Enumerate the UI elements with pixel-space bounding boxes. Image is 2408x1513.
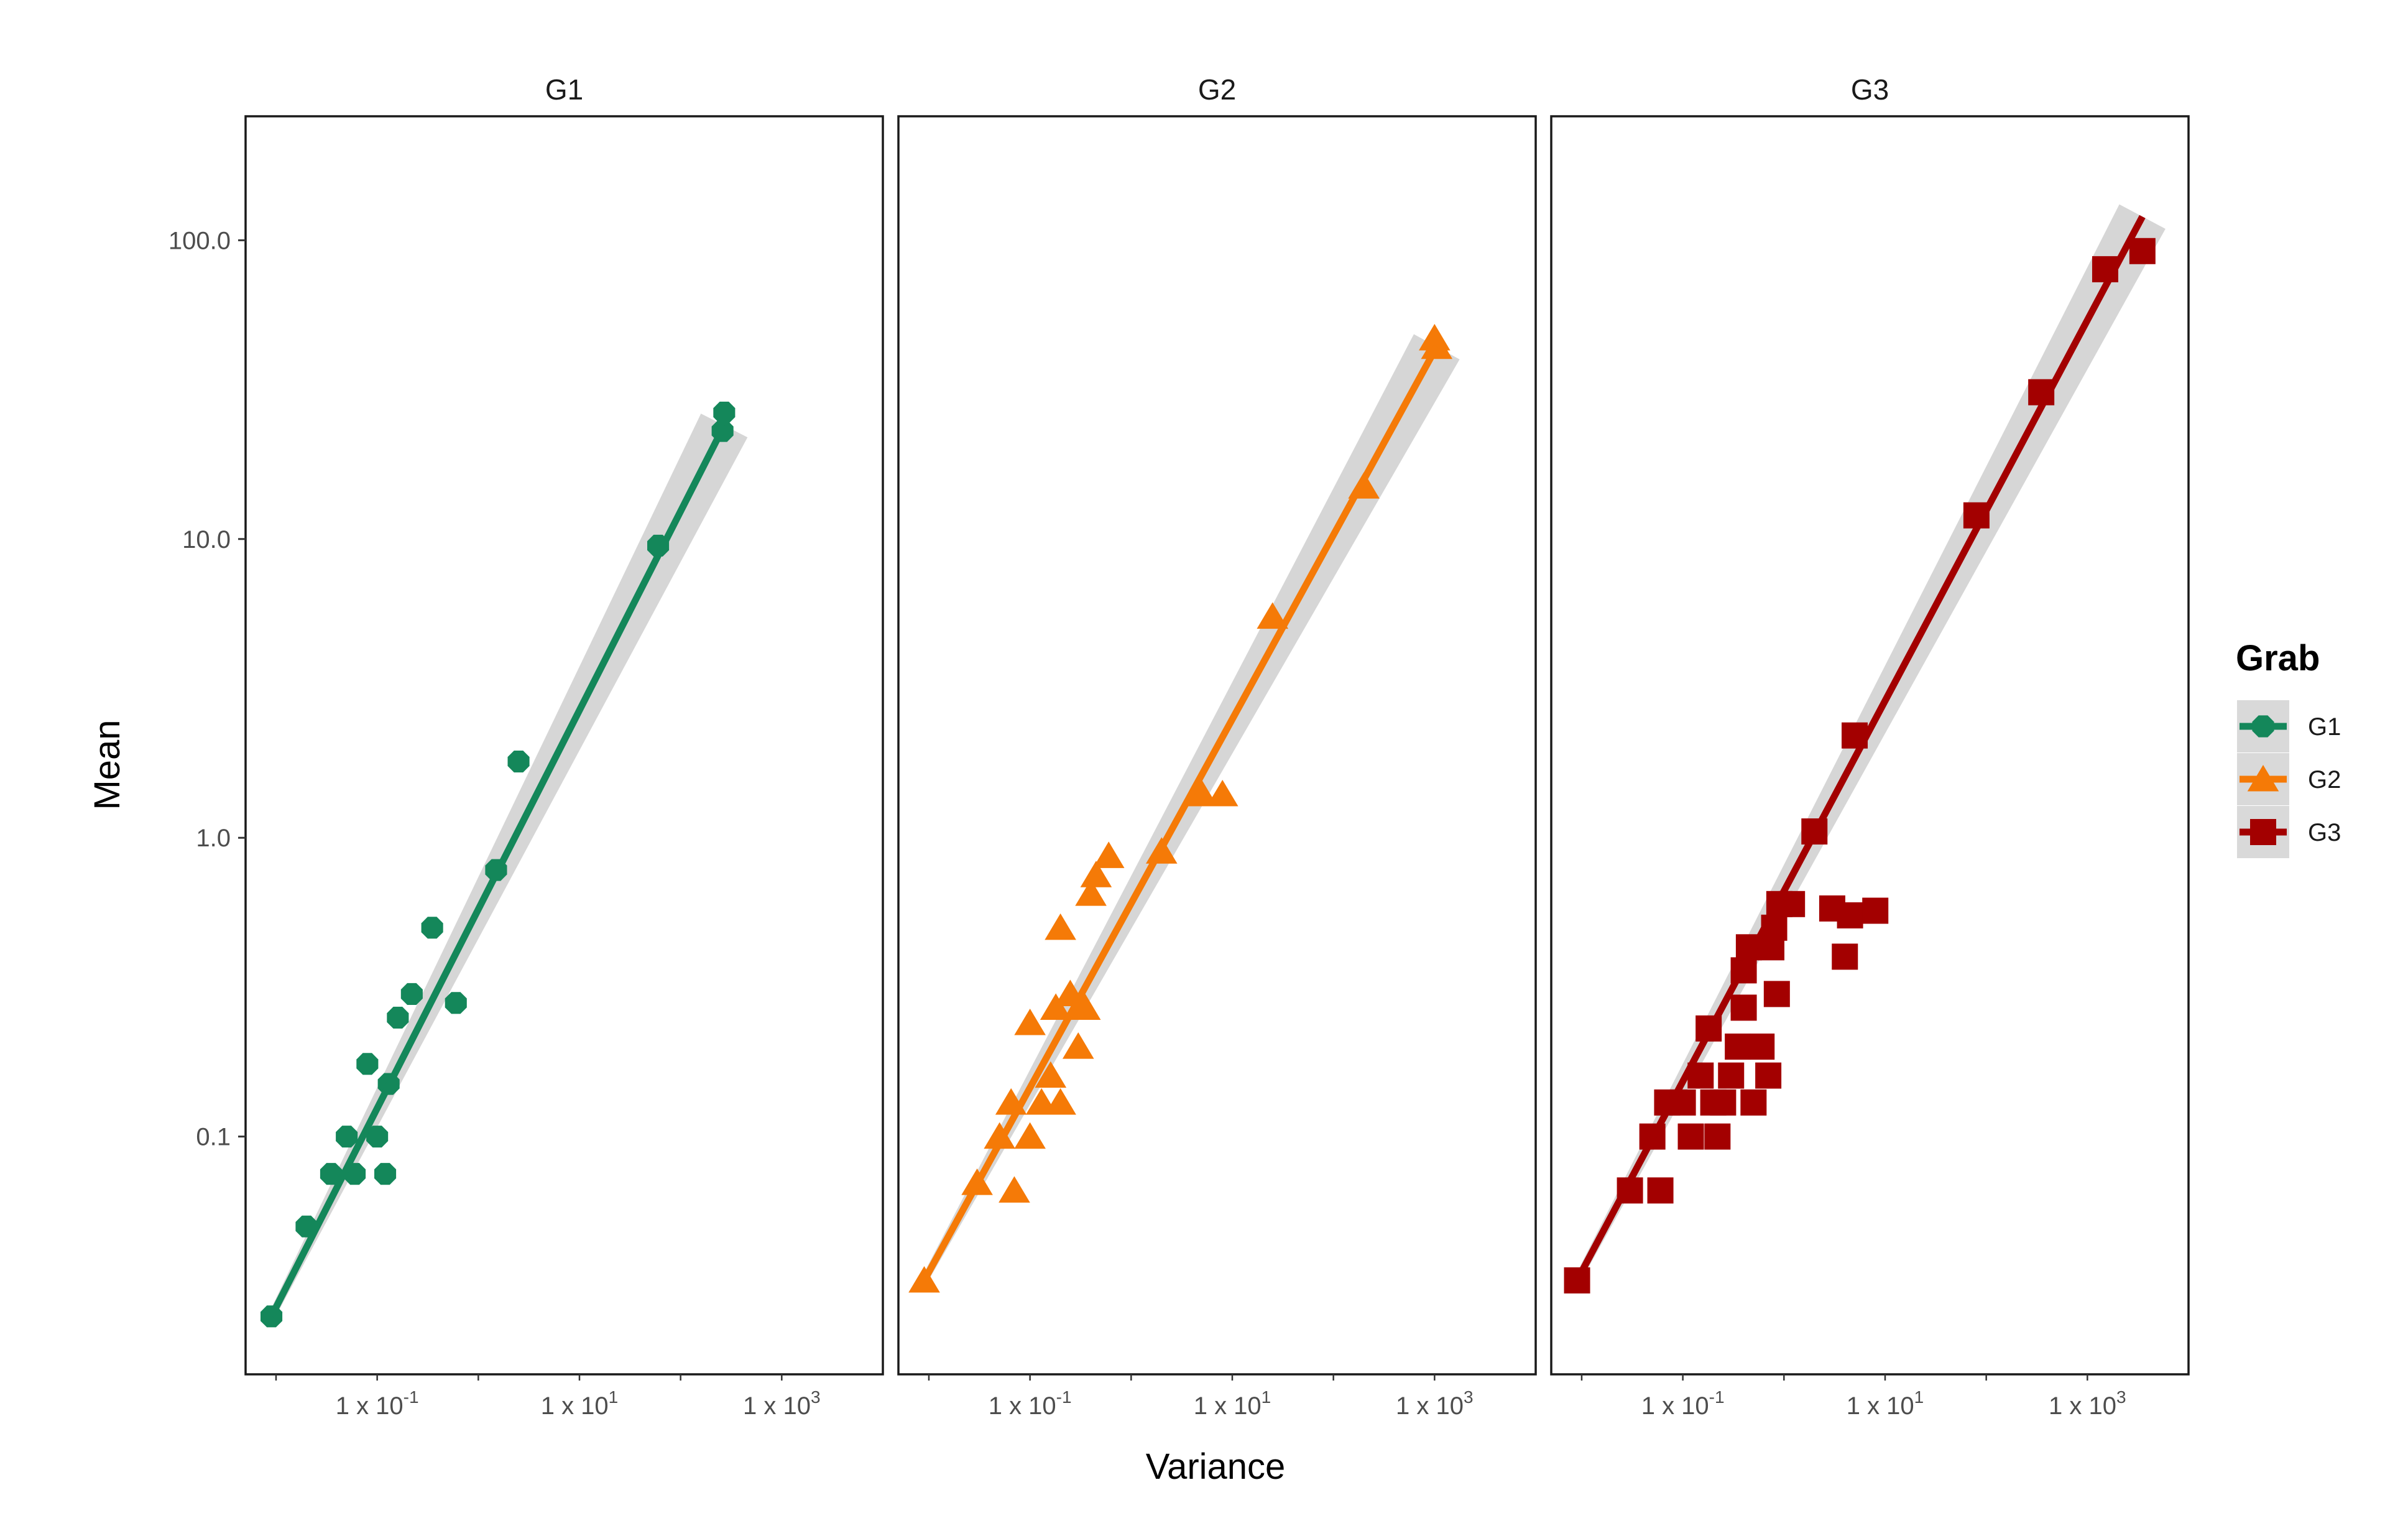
y-axis-title: Mean <box>87 719 127 810</box>
legend-key-marker <box>2247 765 2279 792</box>
x-tick-label: 1 x 101 <box>1194 1387 1271 1420</box>
x-tick-label: 1 x 103 <box>743 1387 821 1420</box>
x-tick-label: 1 x 10-1 <box>1641 1387 1725 1420</box>
facet-panel-g1: G1 1 x 10-1 1 x 101 1 x 103 <box>244 73 884 1420</box>
data-point <box>1837 902 1863 928</box>
panel-border <box>244 115 884 1376</box>
y-axis: 0.1 1.0 10.0 100.0 <box>168 227 246 1151</box>
x-tick-label: 1 x 103 <box>1396 1387 1474 1420</box>
data-point <box>1832 943 1858 970</box>
legend-label: G3 <box>2308 819 2341 846</box>
legend-item-g3: G3 <box>2237 806 2341 858</box>
data-point <box>507 751 530 773</box>
y-tick-label: 1.0 <box>196 825 231 852</box>
data-point <box>1710 1089 1737 1116</box>
data-point <box>1730 994 1757 1021</box>
data-point <box>1045 1088 1076 1115</box>
data-point <box>1040 993 1072 1020</box>
facet-strip-label: G3 <box>1851 73 1889 106</box>
data-point <box>1045 913 1076 940</box>
regression-line <box>921 345 1440 1282</box>
data-point <box>1421 332 1453 359</box>
data-point <box>387 1006 409 1029</box>
x-tick-label: 1 x 101 <box>541 1387 619 1420</box>
data-point <box>1257 602 1289 629</box>
data-point <box>1755 1062 1782 1089</box>
regression-line <box>268 423 727 1318</box>
data-point <box>1704 1123 1731 1150</box>
facet-panels: G1 1 x 10-1 1 x 101 1 x 103 G2 1 x 10-1 1 x 10… <box>244 73 2190 1420</box>
panel-border <box>897 115 1537 1376</box>
legend-item-g2: G2 <box>2237 753 2341 805</box>
facet-strip-label: G1 <box>545 73 583 106</box>
data-point <box>1647 1177 1674 1204</box>
x-tick-label: 1 x 103 <box>2049 1387 2126 1420</box>
x-tick-label: 1 x 10-1 <box>336 1387 419 1420</box>
data-point <box>1206 780 1239 807</box>
data-point <box>1014 1008 1046 1035</box>
panel-border <box>1550 115 2190 1376</box>
data-point <box>1740 1089 1767 1116</box>
legend-item-g1: G1 <box>2237 700 2341 752</box>
data-point <box>2129 238 2156 264</box>
data-point <box>1035 1061 1067 1088</box>
legend-title: Grab <box>2236 638 2320 678</box>
data-point <box>984 1122 1015 1149</box>
x-axis-title: Variance <box>1146 1446 1286 1487</box>
data-point <box>1080 861 1112 887</box>
data-point <box>1725 1034 1751 1060</box>
data-point <box>320 1163 342 1185</box>
x-tick-label: 1 x 101 <box>1847 1387 1924 1420</box>
data-point <box>400 983 423 1005</box>
data-point <box>1014 1122 1046 1149</box>
facet-panel-g3: G3 1 x 10-1 1 x 101 1 x 103 <box>1550 73 2190 1420</box>
data-point <box>999 1176 1030 1203</box>
data-point <box>1075 879 1107 906</box>
data-point <box>445 992 467 1014</box>
data-point <box>1763 981 1790 1007</box>
y-tick-label: 10.0 <box>182 526 231 553</box>
data-point <box>1092 841 1125 868</box>
facet-strip-label: G2 <box>1198 73 1236 106</box>
data-point <box>1718 1062 1745 1089</box>
regression-line <box>1574 215 2146 1282</box>
legend-key-marker <box>2252 715 2274 738</box>
data-point <box>374 1163 397 1185</box>
data-point <box>356 1053 379 1075</box>
y-tick-label: 100.0 <box>168 227 231 254</box>
data-point <box>1186 780 1218 807</box>
facet-panel-g2: G2 1 x 10-1 1 x 101 1 x 103 <box>897 73 1537 1420</box>
y-tick-label: 0.1 <box>196 1124 231 1151</box>
data-point <box>421 917 443 939</box>
data-point <box>1677 1123 1704 1150</box>
data-point <box>1069 993 1101 1020</box>
data-point <box>1862 897 1889 924</box>
legend-label: G1 <box>2308 713 2341 741</box>
legend: Grab G1 G2 G3 <box>2236 638 2341 858</box>
data-point <box>336 1126 358 1148</box>
data-point <box>1062 1032 1094 1059</box>
data-point <box>1748 1034 1775 1060</box>
data-point <box>366 1126 389 1148</box>
legend-key-marker <box>2250 819 2276 845</box>
x-tick-label: 1 x 10-1 <box>989 1387 1072 1420</box>
legend-label: G2 <box>2308 766 2341 794</box>
data-point <box>713 401 736 423</box>
